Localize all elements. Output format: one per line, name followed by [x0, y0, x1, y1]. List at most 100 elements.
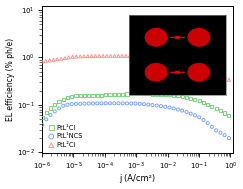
Point [121, 102, 125, 105]
Point [193, 61, 197, 64]
X-axis label: j (A/cm²): j (A/cm²) [119, 174, 156, 184]
Point [185, 59, 189, 62]
Point [120, 54, 124, 57]
Point [133, 102, 137, 105]
Point [184, 96, 188, 99]
Point [108, 93, 112, 96]
Point [219, 74, 223, 77]
Point [87, 102, 91, 105]
Y-axis label: EL efficiency (% ph/e): EL efficiency (% ph/e) [6, 38, 15, 121]
Point [212, 70, 216, 73]
Point [176, 94, 180, 97]
Point [95, 94, 99, 97]
Point [142, 92, 146, 95]
Point [125, 102, 129, 105]
Point [63, 57, 67, 60]
Point [53, 110, 57, 113]
Point [167, 106, 171, 109]
Point [132, 54, 136, 57]
Point [74, 102, 78, 105]
Point [125, 92, 129, 95]
Point [158, 56, 162, 59]
Point [139, 55, 143, 58]
Point [74, 55, 78, 58]
Point [83, 102, 87, 105]
Point [218, 131, 222, 134]
Point [150, 103, 154, 106]
Point [129, 92, 133, 95]
Point [97, 54, 101, 57]
Point [53, 103, 57, 106]
Point [116, 54, 120, 57]
Point [167, 93, 171, 96]
Point [163, 93, 167, 96]
Point [49, 107, 52, 110]
Point [70, 55, 74, 58]
Point [227, 78, 231, 81]
Point [133, 92, 137, 95]
Point [59, 57, 63, 60]
Point [216, 71, 219, 74]
Point [155, 104, 159, 107]
Point [78, 102, 82, 105]
Point [135, 55, 139, 58]
Point [227, 114, 231, 117]
Point [40, 116, 44, 119]
Point [48, 59, 52, 62]
Point [204, 65, 208, 68]
Point [193, 114, 197, 117]
Point [129, 102, 133, 105]
Point [147, 55, 151, 58]
Point [57, 107, 61, 110]
Point [172, 94, 176, 97]
Point [176, 108, 180, 111]
Point [193, 98, 197, 101]
Legend: PtL¹Cl, PtL¹NCS, PtL²Cl: PtL¹Cl, PtL¹NCS, PtL²Cl [47, 124, 84, 149]
Point [155, 93, 159, 96]
Point [155, 55, 158, 58]
Point [197, 99, 201, 102]
Point [208, 67, 212, 70]
Point [210, 125, 214, 128]
Point [197, 116, 201, 119]
Point [83, 94, 87, 97]
Point [151, 55, 155, 58]
Circle shape [145, 64, 167, 81]
Point [91, 102, 95, 105]
Point [150, 92, 154, 95]
Point [146, 92, 150, 95]
Point [214, 129, 218, 132]
Point [174, 57, 177, 60]
Point [52, 58, 55, 61]
Point [189, 97, 193, 100]
Point [87, 94, 91, 97]
Point [113, 54, 116, 57]
Point [223, 76, 227, 79]
Point [112, 93, 116, 96]
Point [143, 55, 147, 58]
Point [74, 94, 78, 97]
Point [162, 56, 166, 59]
Point [163, 105, 167, 108]
Point [61, 104, 65, 107]
Point [101, 54, 105, 57]
Point [61, 98, 65, 101]
Point [86, 55, 90, 58]
Point [91, 94, 95, 97]
Point [166, 56, 170, 59]
Point [40, 123, 44, 126]
Point [197, 62, 200, 65]
Point [117, 93, 121, 96]
Point [180, 95, 184, 98]
Point [218, 109, 222, 112]
Point [189, 60, 193, 63]
Point [117, 102, 121, 105]
Point [44, 118, 48, 121]
Point [128, 54, 132, 57]
Point [214, 107, 218, 110]
Point [105, 54, 109, 57]
Point [104, 102, 108, 105]
Point [66, 96, 69, 99]
Point [49, 114, 52, 117]
Point [159, 105, 163, 108]
